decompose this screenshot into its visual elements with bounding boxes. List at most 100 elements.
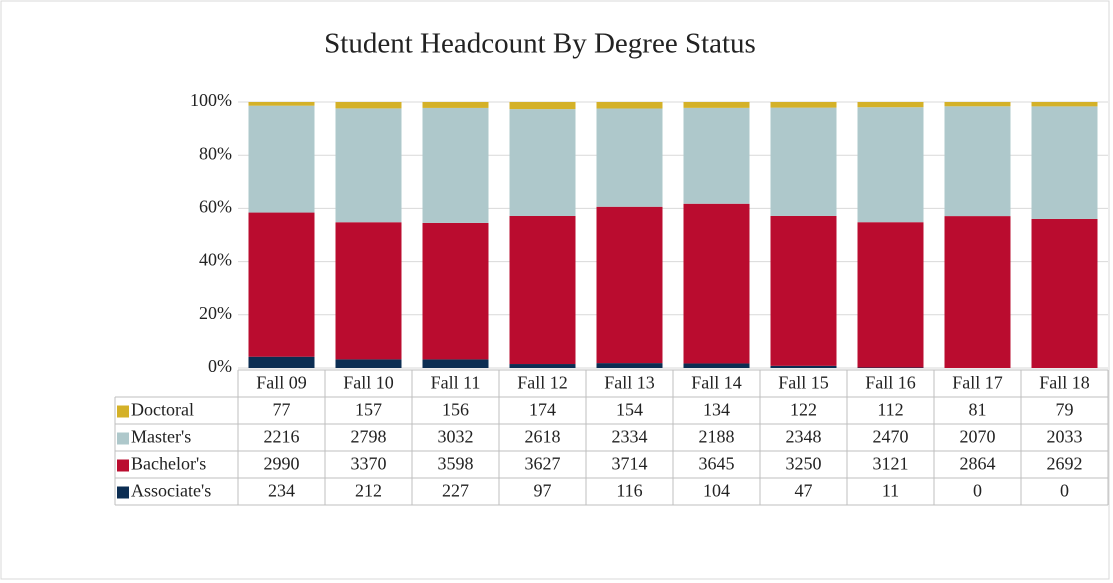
bar-segment bbox=[509, 102, 576, 110]
bar-segment bbox=[683, 102, 750, 108]
table-value: 2216 bbox=[264, 427, 300, 447]
table-value: 2348 bbox=[786, 427, 822, 447]
bar-segment bbox=[422, 102, 489, 108]
table-value: 2188 bbox=[699, 427, 735, 447]
x-tick-label: Fall 16 bbox=[865, 373, 916, 393]
table-value: 3370 bbox=[351, 454, 387, 474]
table-value: 112 bbox=[877, 400, 903, 420]
bar-segment bbox=[770, 107, 837, 216]
bar-segment bbox=[509, 109, 576, 216]
table-value: 3714 bbox=[612, 454, 648, 474]
table-value: 134 bbox=[703, 400, 730, 420]
bar-segment bbox=[596, 206, 663, 364]
table-value: 2798 bbox=[351, 427, 387, 447]
legend-swatch bbox=[117, 432, 129, 445]
bar-segment bbox=[335, 108, 402, 223]
y-tick-label: 100% bbox=[190, 90, 232, 110]
table-value: 47 bbox=[795, 481, 813, 501]
table-value: 2470 bbox=[873, 427, 909, 447]
legend-swatch bbox=[117, 486, 129, 499]
bar-segment bbox=[422, 359, 489, 368]
y-tick-label: 80% bbox=[199, 143, 232, 163]
legend-label: Associate's bbox=[131, 481, 211, 501]
bar-segment bbox=[422, 222, 489, 360]
bar-segment bbox=[596, 108, 663, 207]
table-value: 212 bbox=[355, 481, 382, 501]
x-tick-label: Fall 13 bbox=[604, 373, 655, 393]
table-value: 2618 bbox=[525, 427, 561, 447]
bar-segment bbox=[335, 222, 402, 360]
bar-segment bbox=[1031, 102, 1098, 107]
x-tick-label: Fall 17 bbox=[952, 373, 1003, 393]
bar-segment bbox=[248, 356, 315, 368]
table-value: 11 bbox=[882, 481, 899, 501]
legend-label: Doctoral bbox=[131, 400, 194, 420]
y-tick-label: 0% bbox=[208, 356, 232, 376]
table-value: 157 bbox=[355, 400, 382, 420]
table-value: 154 bbox=[616, 400, 643, 420]
table-value: 3627 bbox=[525, 454, 561, 474]
table-value: 2990 bbox=[264, 454, 300, 474]
table-value: 2070 bbox=[960, 427, 996, 447]
table-value: 2864 bbox=[960, 454, 996, 474]
table-value: 0 bbox=[973, 481, 982, 501]
x-tick-label: Fall 11 bbox=[431, 373, 481, 393]
table-value: 3645 bbox=[699, 454, 735, 474]
y-tick-label: 40% bbox=[199, 250, 232, 270]
table-value: 3250 bbox=[786, 454, 822, 474]
bar-segment bbox=[944, 106, 1011, 217]
bar-segment bbox=[335, 102, 402, 109]
bar-segment bbox=[248, 105, 315, 213]
bar-segment bbox=[857, 107, 924, 223]
table-value: 3121 bbox=[873, 454, 909, 474]
bar-segment bbox=[683, 107, 750, 204]
bar-segment bbox=[596, 363, 663, 368]
table-value: 174 bbox=[529, 400, 556, 420]
table-value: 122 bbox=[790, 400, 817, 420]
table-value: 3598 bbox=[438, 454, 474, 474]
bar-segment bbox=[509, 215, 576, 365]
legend-swatch bbox=[117, 405, 129, 418]
bar-segment bbox=[248, 212, 315, 357]
table-value: 227 bbox=[442, 481, 469, 501]
bar-segment bbox=[857, 102, 924, 108]
bar-segment bbox=[944, 102, 1011, 107]
table-value: 2033 bbox=[1047, 427, 1083, 447]
bar-segment bbox=[857, 367, 924, 368]
legend-label: Master's bbox=[131, 427, 191, 447]
y-tick-label: 20% bbox=[199, 303, 232, 323]
table-value: 3032 bbox=[438, 427, 474, 447]
bar-segment bbox=[683, 363, 750, 368]
bar-segment bbox=[857, 222, 924, 368]
table-value: 234 bbox=[268, 481, 295, 501]
bar-segment bbox=[770, 215, 837, 366]
bar-segment bbox=[770, 365, 837, 368]
chart-title: Student Headcount By Degree Status bbox=[324, 28, 756, 60]
table-value: 0 bbox=[1060, 481, 1069, 501]
x-tick-label: Fall 10 bbox=[343, 373, 394, 393]
x-tick-label: Fall 12 bbox=[517, 373, 568, 393]
bar-segment bbox=[422, 107, 489, 223]
x-tick-label: Fall 18 bbox=[1039, 373, 1090, 393]
bar-segment bbox=[1031, 218, 1098, 368]
table-value: 97 bbox=[534, 481, 552, 501]
bar-segment bbox=[335, 359, 402, 368]
legend-swatch bbox=[117, 459, 129, 472]
table-value: 2334 bbox=[612, 427, 648, 447]
bar-segment bbox=[248, 102, 315, 106]
bar-segment bbox=[944, 216, 1011, 368]
bar-segment bbox=[683, 203, 750, 364]
bar-segment bbox=[1031, 106, 1098, 219]
table-value: 77 bbox=[273, 400, 291, 420]
table-value: 156 bbox=[442, 400, 469, 420]
x-tick-label: Fall 15 bbox=[778, 373, 829, 393]
table-value: 79 bbox=[1056, 400, 1074, 420]
x-tick-label: Fall 09 bbox=[256, 373, 307, 393]
table-value: 81 bbox=[969, 400, 987, 420]
bar-segment bbox=[509, 364, 576, 368]
bar-segment bbox=[770, 102, 837, 108]
bar-segment bbox=[596, 102, 663, 109]
x-tick-label: Fall 14 bbox=[691, 373, 742, 393]
